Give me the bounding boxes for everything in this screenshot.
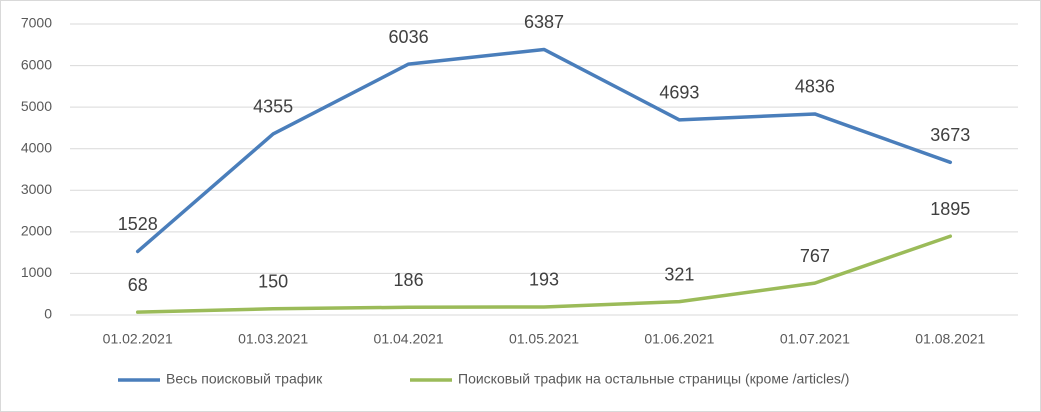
y-tick-label: 6000 (21, 56, 52, 72)
x-tick-label: 01.04.2021 (374, 331, 444, 347)
x-tick-label: 01.08.2021 (915, 331, 985, 347)
data-label: 68 (128, 275, 148, 295)
data-label: 186 (394, 270, 424, 290)
data-label: 1895 (930, 199, 970, 219)
legend-label: Весь поисковый трафик (166, 371, 323, 387)
x-tick-label: 01.03.2021 (238, 331, 308, 347)
y-tick-label: 4000 (21, 139, 52, 155)
y-tick-label: 2000 (21, 223, 52, 239)
data-label: 6036 (389, 27, 429, 47)
x-tick-label: 01.07.2021 (780, 331, 850, 347)
data-label: 767 (800, 246, 830, 266)
x-tick-label: 01.02.2021 (103, 331, 173, 347)
data-label: 1528 (118, 214, 158, 234)
data-label: 3673 (930, 125, 970, 145)
legend-label: Поисковый трафик на остальные страницы (… (458, 371, 849, 387)
y-tick-label: 5000 (21, 98, 52, 114)
data-label: 321 (664, 264, 694, 284)
y-tick-label: 3000 (21, 181, 52, 197)
y-tick-label: 1000 (21, 264, 52, 280)
series-line (135, 47, 953, 254)
data-label: 4355 (253, 97, 293, 117)
x-tick-label: 01.06.2021 (644, 331, 714, 347)
data-label: 4693 (659, 83, 699, 103)
series-line (135, 234, 953, 314)
data-label: 150 (258, 272, 288, 292)
data-label: 4836 (795, 77, 835, 97)
x-tick-label: 01.05.2021 (509, 331, 579, 347)
y-tick-label: 7000 (21, 15, 52, 31)
data-label: 6387 (524, 12, 564, 32)
y-tick-label: 0 (44, 306, 52, 322)
data-label: 193 (529, 270, 559, 290)
